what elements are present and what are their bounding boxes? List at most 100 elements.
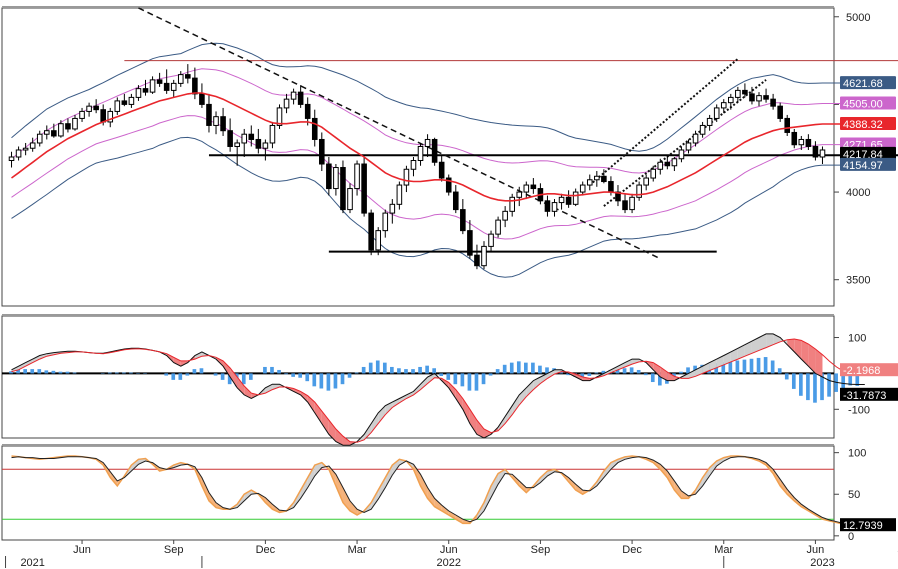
macd-fill-segment	[455, 389, 463, 410]
macd-histogram-bar	[813, 373, 817, 403]
macd-fill-segment	[469, 409, 477, 435]
candle-body	[424, 138, 431, 147]
macd-fill-segment	[378, 405, 386, 424]
macd-histogram-bar	[460, 373, 465, 387]
macd-histogram-bar	[178, 373, 183, 380]
macd-fill-segment	[808, 343, 816, 374]
macd-histogram-bar	[375, 360, 380, 374]
macd-histogram-bar	[51, 370, 56, 374]
macd-histogram-bar	[432, 368, 437, 374]
macd-histogram-bar	[411, 369, 415, 374]
candle-body	[340, 167, 346, 211]
macd-histogram-bar	[636, 369, 641, 374]
macd-fill-segment	[223, 360, 231, 377]
candle-body	[156, 79, 163, 84]
candle-body	[396, 184, 403, 205]
macd-signal-line	[11, 338, 858, 443]
macd-histogram-bar	[629, 367, 634, 374]
macd-histogram-bar	[791, 373, 796, 389]
macd-histogram-bar	[291, 373, 295, 377]
price-tag-label: 4217.84	[843, 149, 883, 161]
x-month-label: Jun	[73, 544, 91, 556]
candle-body	[149, 79, 156, 93]
macd-fill-segment	[794, 338, 802, 360]
macd-histogram-bar	[467, 373, 472, 391]
macd-fill-segment	[603, 369, 611, 376]
macd-fill-segment	[300, 391, 308, 403]
candle-body	[269, 124, 276, 144]
macd-histogram-bar	[657, 373, 662, 386]
stoch-fill-segment	[681, 490, 689, 499]
candle-body	[713, 107, 720, 119]
stoch-fill-segment	[483, 485, 492, 511]
macd-fill-segment	[364, 423, 372, 440]
candle-body	[594, 175, 600, 181]
macd-tag-box	[840, 363, 898, 377]
stoch-fill-segment	[208, 492, 217, 508]
macd-histogram-bar	[728, 361, 733, 374]
macd-histogram-bar	[354, 372, 359, 374]
macd-histogram-bar	[192, 369, 197, 374]
macd-histogram-bar	[404, 369, 408, 374]
macd-panel-frame-topbar	[2, 314, 834, 316]
candle-body	[565, 196, 572, 205]
macd-histogram-bar	[115, 372, 119, 374]
candle-body	[29, 142, 36, 149]
candle-body	[502, 210, 508, 221]
candle-body	[8, 156, 15, 162]
macd-histogram-bar	[361, 366, 366, 374]
x-month-label: Sep	[164, 544, 184, 556]
macd-histogram-bar	[347, 373, 352, 378]
macd-histogram-bar	[16, 369, 20, 374]
macd-histogram-bar	[587, 373, 592, 376]
stoch-fill-segment	[603, 462, 611, 478]
candle-body	[438, 161, 445, 179]
macd-histogram-bar	[749, 358, 754, 374]
price-tag-label: 4154.97	[843, 160, 883, 172]
candle-body	[319, 138, 325, 165]
macd-histogram-bar	[340, 373, 345, 385]
stoch-fill-segment	[716, 457, 724, 466]
candle-body	[15, 149, 22, 158]
macd-fill-segment	[448, 382, 456, 399]
macd-histogram-bar	[686, 367, 690, 374]
stoch-fill-segment	[575, 484, 583, 495]
macd-fill-segment	[660, 366, 668, 381]
stoch-fill-segment	[371, 490, 379, 510]
macd-histogram-bar	[594, 372, 599, 374]
macd-histogram-bar	[784, 373, 789, 380]
stoch-fill-segment	[420, 474, 428, 499]
candle-body	[22, 147, 29, 151]
candle-body	[65, 123, 71, 130]
stoch-fill-segment	[674, 480, 682, 499]
macd-histogram-bar	[277, 369, 281, 374]
candle-body	[227, 130, 233, 147]
macd-histogram-bar	[763, 357, 768, 374]
macd-histogram-bar	[270, 366, 274, 374]
x-month-label: Mar	[348, 544, 367, 556]
macd-histogram-bar	[248, 373, 253, 380]
macd-histogram-bar	[538, 365, 542, 374]
candle-body	[819, 149, 826, 158]
stoch-fill-segment	[540, 470, 548, 483]
candle-body	[255, 138, 262, 149]
macd-fill-segment	[737, 344, 745, 360]
price-tag-label: 4505.00	[843, 99, 883, 111]
macd-fill-segment	[314, 402, 322, 424]
candle-body	[622, 200, 628, 211]
macd-histogram-bar	[72, 372, 77, 374]
candle-body	[304, 103, 311, 119]
candle-body	[699, 124, 706, 135]
macd-histogram-bar	[227, 373, 232, 385]
stoch-fill-segment	[265, 497, 273, 510]
macd-histogram-bar	[502, 364, 507, 374]
macd-fill-segment	[575, 374, 583, 381]
macd-histogram-bar	[770, 360, 775, 374]
x-month-label: Jun	[440, 544, 458, 556]
macd-fill-segment	[392, 398, 400, 408]
candle-body	[220, 116, 226, 132]
stoch-d-line	[11, 456, 865, 526]
stoch-fill-segment	[335, 474, 343, 503]
